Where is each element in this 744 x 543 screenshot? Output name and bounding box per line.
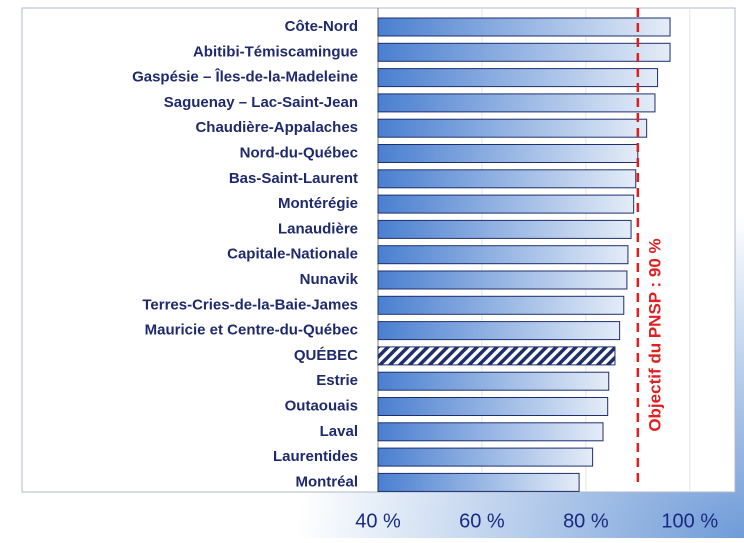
bar xyxy=(377,93,656,113)
x-tick-label: 40 % xyxy=(355,510,401,532)
y-tick-label: Outaouais xyxy=(285,397,358,414)
x-tick-label: 80 % xyxy=(563,510,609,532)
y-tick-label: Estrie xyxy=(316,372,358,389)
y-tick-label: Laurentides xyxy=(273,448,358,465)
bar xyxy=(377,472,580,492)
y-tick-label: Chaudière-Appalaches xyxy=(195,119,358,136)
y-tick-label: Montréal xyxy=(295,473,358,490)
bar xyxy=(377,346,616,366)
x-tick-label: 60 % xyxy=(459,510,505,532)
bar xyxy=(377,118,648,138)
bar xyxy=(377,397,609,416)
y-tick-label: Nord-du-Québec xyxy=(240,144,358,161)
bar xyxy=(377,17,671,37)
bar xyxy=(377,245,629,265)
bar xyxy=(377,42,671,62)
bar xyxy=(377,219,632,239)
bar xyxy=(377,447,594,467)
bar xyxy=(377,295,625,315)
y-tick-label: Bas-Saint-Laurent xyxy=(229,170,358,187)
y-tick-label: QUÉBEC xyxy=(294,347,358,364)
y-tick-label: Gaspésie – Îles-de-la-Madeleine xyxy=(132,68,358,86)
y-tick-label: Laval xyxy=(320,423,358,440)
y-tick-label: Mauricie et Centre-du-Québec xyxy=(145,322,358,339)
y-tick-label: Nunavik xyxy=(300,271,359,288)
y-tick-label: Montérégie xyxy=(278,195,358,212)
reference-label: Objectif du PNSP : 90 % xyxy=(645,238,664,431)
y-tick-label: Abitibi-Témiscamingue xyxy=(193,43,358,60)
bar xyxy=(377,194,635,214)
bar xyxy=(377,270,628,290)
y-tick-label: Terres-Cries-de-la-Baie-James xyxy=(142,296,358,313)
y-tick-label: Capitale-Nationale xyxy=(227,246,358,263)
bar xyxy=(377,371,610,391)
bar xyxy=(377,422,604,442)
bar xyxy=(377,144,639,163)
bar xyxy=(377,68,659,88)
y-tick-label: Saguenay – Lac-Saint-Jean xyxy=(164,94,358,111)
bar xyxy=(377,321,621,341)
y-tick-label: Lanaudière xyxy=(278,220,358,237)
bar xyxy=(377,169,637,189)
x-tick-label: 100 % xyxy=(661,510,718,532)
y-tick-label: Côte-Nord xyxy=(285,18,358,35)
